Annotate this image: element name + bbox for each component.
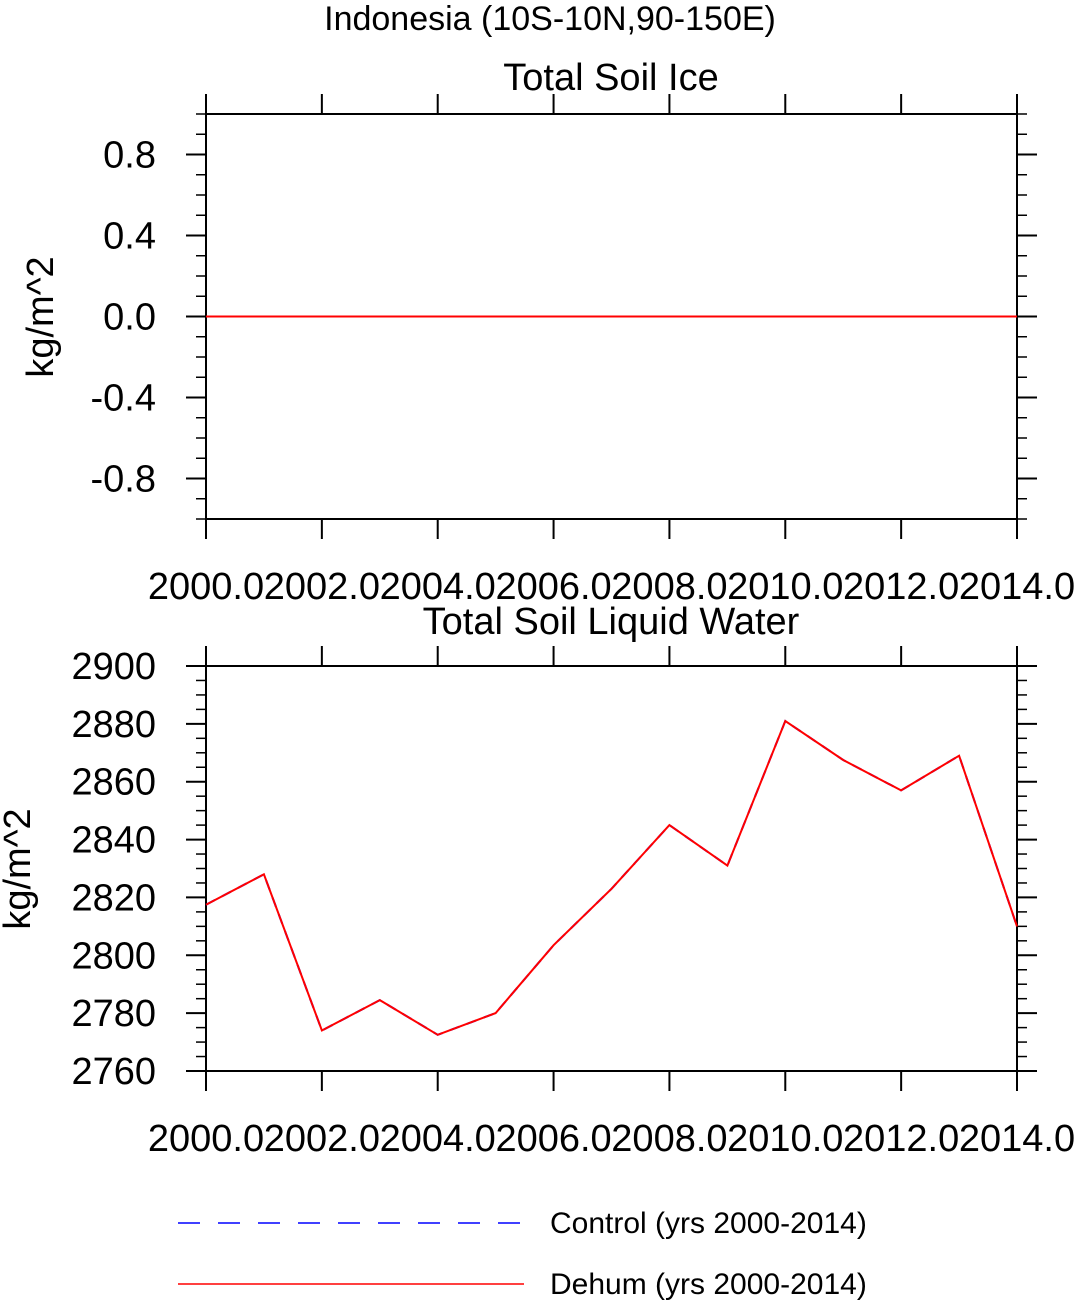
y-tick-label: 0.4 xyxy=(103,216,156,258)
panel-title: Total Soil Liquid Water xyxy=(423,601,800,643)
x-tick-label: 2012.0 xyxy=(843,1118,959,1160)
tick-labels: 2000.0 2002.0 2004.0 2006.0 2008.0 2010.0 2012… xyxy=(91,135,1076,609)
y-tick-label: 0.0 xyxy=(103,297,156,339)
tick-marks xyxy=(186,646,1037,1091)
x-tick-label: 2006.0 xyxy=(495,1118,611,1160)
x-tick-label: 2000.0 xyxy=(148,566,264,608)
x-tick-label: 2010.0 xyxy=(727,566,843,608)
y-tick-label: 2780 xyxy=(71,993,156,1035)
x-tick-label: 2004.0 xyxy=(380,566,496,608)
y-tick-label: 2800 xyxy=(71,935,156,977)
legend-label-control: Control (yrs 2000-2014) xyxy=(550,1207,867,1240)
x-tick-label: 2006.0 xyxy=(495,566,611,608)
y-tick-label: 2880 xyxy=(71,704,156,746)
axes-frame xyxy=(205,665,1018,1072)
y-tick-label: 2760 xyxy=(71,1051,156,1093)
panel-title: Total Soil Ice xyxy=(503,57,718,99)
legend-label-dehum: Dehum (yrs 2000-2014) xyxy=(550,1268,867,1301)
y-tick-label: 2860 xyxy=(71,762,156,804)
x-tick-label: 2002.0 xyxy=(264,566,380,608)
series-lines xyxy=(205,719,1018,1036)
x-tick-label: 2000.0 xyxy=(148,1118,264,1160)
y-tick-label: 2820 xyxy=(71,877,156,919)
y-axis-label: kg/m^2 xyxy=(0,808,39,929)
x-tick-label: 2014.0 xyxy=(959,1118,1075,1160)
tick-marks xyxy=(186,94,1037,539)
series-line-control xyxy=(205,719,1018,1036)
x-tick-label: 2008.0 xyxy=(611,1118,727,1160)
x-tick-label: 2010.0 xyxy=(727,1118,843,1160)
x-tick-label: 2008.0 xyxy=(611,566,727,608)
x-tick-label: 2002.0 xyxy=(264,1118,380,1160)
panel-total-soil-ice: Total Soil Ice kg/m^2 2000.0 2002.0 2004.0… xyxy=(20,57,1075,608)
x-tick-label: 2004.0 xyxy=(380,1118,496,1160)
plot-frame xyxy=(205,665,1018,1072)
panel-total-soil-liquid-water: Total Soil Liquid Water kg/m^2 2000.0 200… xyxy=(0,601,1075,1160)
x-tick-label: 2014.0 xyxy=(959,566,1075,608)
y-tick-label: -0.8 xyxy=(91,459,156,501)
y-axis-label: kg/m^2 xyxy=(20,256,62,377)
legend: Control (yrs 2000-2014) Dehum (yrs 2000-… xyxy=(178,1207,867,1301)
y-tick-label: -0.4 xyxy=(91,378,156,420)
y-tick-label: 2900 xyxy=(71,646,156,688)
y-tick-label: 2840 xyxy=(71,820,156,862)
tick-labels: 2000.0 2002.0 2004.0 2006.0 2008.0 2010.0 2012… xyxy=(71,646,1075,1160)
series-line-dehum xyxy=(205,719,1018,1036)
figure-title: Indonesia (10S-10N,90-150E) xyxy=(324,0,776,38)
y-tick-label: 0.8 xyxy=(103,135,156,177)
x-tick-label: 2012.0 xyxy=(843,566,959,608)
